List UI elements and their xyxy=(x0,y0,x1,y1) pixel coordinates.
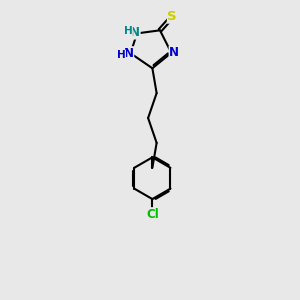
Text: H: H xyxy=(124,26,132,36)
Text: S: S xyxy=(167,10,177,23)
Text: N: N xyxy=(130,26,140,39)
Text: N: N xyxy=(124,47,134,60)
Text: H: H xyxy=(117,50,125,60)
Text: N: N xyxy=(169,46,179,59)
Text: Cl: Cl xyxy=(146,208,159,221)
